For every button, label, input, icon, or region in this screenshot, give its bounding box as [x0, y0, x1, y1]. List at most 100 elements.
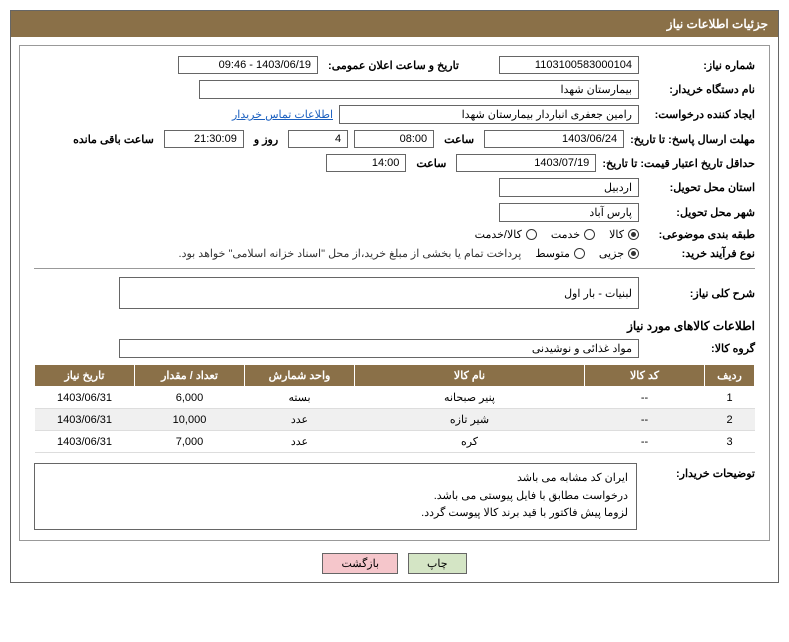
delivery-province-label: استان محل تحویل: [645, 181, 755, 194]
need-number-label: شماره نیاز: [645, 59, 755, 72]
buyer-notes-box: ایران کد مشابه می باشد درخواست مطابق با … [34, 463, 637, 530]
requester-label: ایجاد کننده درخواست: [645, 108, 755, 121]
cell-n: 1 [705, 387, 755, 409]
buyer-org-field: بیمارستان شهدا [199, 80, 639, 99]
price-validity-time-label: ساعت [412, 157, 450, 170]
radio-goods-service-label: کالا/خدمت [475, 228, 522, 241]
price-validity-label: حداقل تاریخ اعتبار قیمت: تا تاریخ: [602, 157, 755, 170]
cell-date: 1403/06/31 [35, 409, 135, 431]
cell-name: کره [355, 431, 585, 453]
price-validity-time-field: 14:00 [326, 154, 406, 172]
section-title: اطلاعات کالاهای مورد نیاز [34, 319, 755, 333]
row-price-validity: حداقل تاریخ اعتبار قیمت: تا تاریخ: 1403/… [34, 154, 755, 172]
cell-code: -- [585, 387, 705, 409]
days-count-field: 4 [288, 130, 348, 148]
row-category: طبقه بندی موضوعی: کالا خدمت کالا/خدمت [34, 228, 755, 241]
buyer-notes-line2: درخواست مطابق با فایل پیوستی می باشد. [43, 488, 628, 506]
row-need-desc: شرح کلی نیاز: لبنیات - بار اول [34, 277, 755, 309]
requester-field: رامین جعفری انباردار بیمارستان شهدا [339, 105, 639, 124]
purchase-note: پرداخت تمام یا بخشی از مبلغ خرید،از محل … [179, 247, 522, 260]
delivery-city-label: شهر محل تحویل: [645, 206, 755, 219]
purchase-type-label: نوع فرآیند خرید: [645, 247, 755, 260]
radio-medium-label: متوسط [535, 247, 570, 260]
row-delivery-province: استان محل تحویل: اردبیل [34, 178, 755, 197]
row-need-number: شماره نیاز: 1103100583000104 تاریخ و ساع… [34, 56, 755, 74]
radio-goods-service[interactable]: کالا/خدمت [475, 228, 537, 241]
category-radio-group: کالا خدمت کالا/خدمت [475, 228, 639, 241]
need-desc-label: شرح کلی نیاز: [645, 287, 755, 300]
announce-date-field: 1403/06/19 - 09:46 [178, 56, 318, 74]
page-title: جزئیات اطلاعات نیاز [11, 11, 778, 37]
category-label: طبقه بندی موضوعی: [645, 228, 755, 241]
button-row: چاپ بازگشت [19, 553, 770, 574]
remaining-label: ساعت باقی مانده [69, 133, 158, 146]
inner-frame: شماره نیاز: 1103100583000104 تاریخ و ساع… [19, 45, 770, 541]
back-button[interactable]: بازگشت [322, 553, 398, 574]
radio-goods[interactable]: کالا [609, 228, 639, 241]
cell-n: 2 [705, 409, 755, 431]
buyer-notes-line3: لزوما پیش فاکتور با قید برند کالا پیوست … [43, 505, 628, 523]
separator [34, 268, 755, 269]
radio-service-label: خدمت [551, 228, 580, 241]
buyer-notes-line1: ایران کد مشابه می باشد [43, 470, 628, 488]
row-requester: ایجاد کننده درخواست: رامین جعفری انباردا… [34, 105, 755, 124]
price-validity-date-field: 1403/07/19 [456, 154, 596, 172]
goods-group-label: گروه کالا: [645, 342, 755, 355]
radio-service[interactable]: خدمت [551, 228, 595, 241]
contact-link[interactable]: اطلاعات تماس خریدار [232, 108, 333, 121]
announce-date-label: تاریخ و ساعت اعلان عمومی: [324, 59, 463, 72]
th-row: ردیف [705, 365, 755, 387]
cell-unit: عدد [245, 409, 355, 431]
row-purchase-type: نوع فرآیند خرید: جزیی متوسط پرداخت تمام … [34, 247, 755, 260]
main-frame: جزئیات اطلاعات نیاز شماره نیاز: 11031005… [10, 10, 779, 583]
radio-small[interactable]: جزیی [599, 247, 639, 260]
th-name: نام کالا [355, 365, 585, 387]
deadline-time-field: 08:00 [354, 130, 434, 148]
radio-goods-input[interactable] [628, 229, 639, 240]
radio-service-input[interactable] [584, 229, 595, 240]
cell-qty: 6,000 [135, 387, 245, 409]
goods-table: ردیف کد کالا نام کالا واحد شمارش تعداد /… [34, 364, 755, 453]
cell-n: 3 [705, 431, 755, 453]
row-buyer-org: نام دستگاه خریدار: بیمارستان شهدا [34, 80, 755, 99]
cell-unit: عدد [245, 431, 355, 453]
th-date: تاریخ نیاز [35, 365, 135, 387]
content-wrapper: شماره نیاز: 1103100583000104 تاریخ و ساع… [11, 37, 778, 582]
cell-date: 1403/06/31 [35, 431, 135, 453]
deadline-label: مهلت ارسال پاسخ: تا تاریخ: [630, 133, 755, 146]
cell-date: 1403/06/31 [35, 387, 135, 409]
buyer-org-label: نام دستگاه خریدار: [645, 83, 755, 96]
print-button[interactable]: چاپ [408, 553, 467, 574]
row-goods-group: گروه کالا: مواد غذائی و نوشیدنی [34, 339, 755, 358]
row-delivery-city: شهر محل تحویل: پارس آباد [34, 203, 755, 222]
goods-group-field: مواد غذائی و نوشیدنی [119, 339, 639, 358]
buyer-notes-label: توضیحات خریدار: [645, 463, 755, 480]
radio-goods-service-input[interactable] [526, 229, 537, 240]
cell-name: شیر تازه [355, 409, 585, 431]
deadline-date-field: 1403/06/24 [484, 130, 624, 148]
delivery-province-field: اردبیل [499, 178, 639, 197]
th-code: کد کالا [585, 365, 705, 387]
radio-medium-input[interactable] [574, 248, 585, 259]
table-header-row: ردیف کد کالا نام کالا واحد شمارش تعداد /… [35, 365, 755, 387]
deadline-time-label: ساعت [440, 133, 478, 146]
cell-qty: 10,000 [135, 409, 245, 431]
days-and-label: روز و [250, 133, 282, 146]
table-row: 1 -- پنیر صبحانه بسته 6,000 1403/06/31 [35, 387, 755, 409]
radio-goods-label: کالا [609, 228, 624, 241]
need-desc-field: لبنیات - بار اول [119, 277, 639, 309]
th-unit: واحد شمارش [245, 365, 355, 387]
cell-code: -- [585, 409, 705, 431]
th-qty: تعداد / مقدار [135, 365, 245, 387]
table-row: 3 -- کره عدد 7,000 1403/06/31 [35, 431, 755, 453]
cell-code: -- [585, 431, 705, 453]
cell-name: پنیر صبحانه [355, 387, 585, 409]
cell-qty: 7,000 [135, 431, 245, 453]
need-number-field: 1103100583000104 [499, 56, 639, 74]
radio-medium[interactable]: متوسط [535, 247, 585, 260]
radio-small-input[interactable] [628, 248, 639, 259]
table-row: 2 -- شیر تازه عدد 10,000 1403/06/31 [35, 409, 755, 431]
row-deadline: مهلت ارسال پاسخ: تا تاریخ: 1403/06/24 سا… [34, 130, 755, 148]
delivery-city-field: پارس آباد [499, 203, 639, 222]
countdown-field: 21:30:09 [164, 130, 244, 148]
